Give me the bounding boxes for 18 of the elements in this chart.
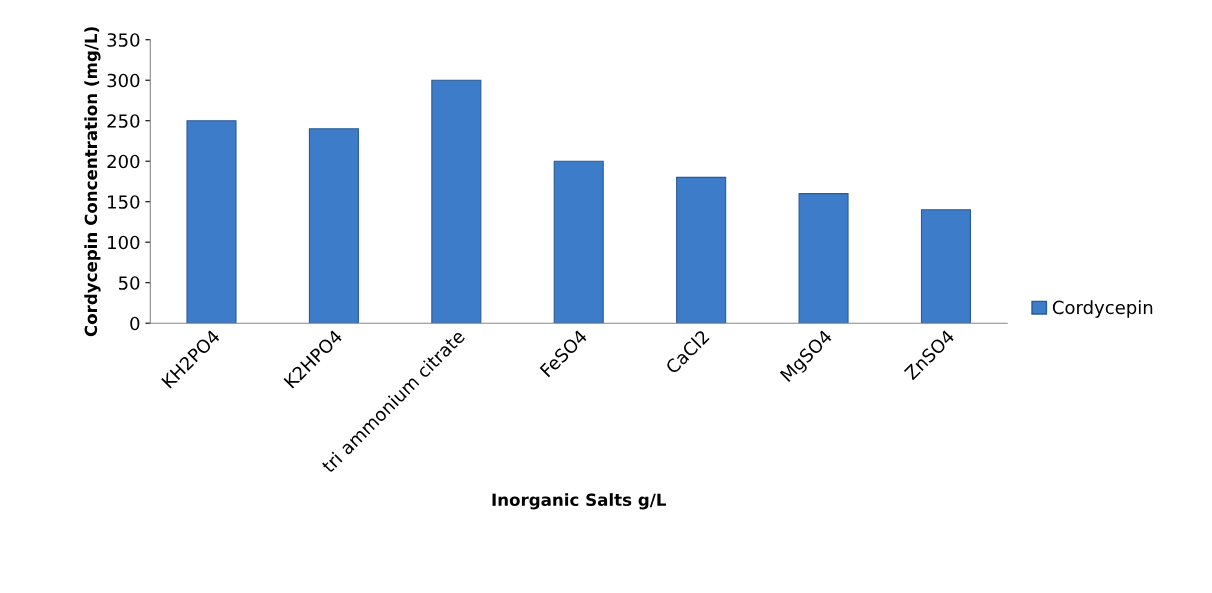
bar [308,128,359,324]
bar [553,160,604,324]
y-tick-label: 50 [118,276,140,290]
y-tick-label: 250 [107,114,140,128]
bar [431,79,482,324]
y-axis-title: Cordycepin Concentration (mg/L) [84,27,101,337]
x-axis-title: Inorganic Salts g/L [492,493,667,510]
y-tick-label: 350 [107,33,140,47]
legend-label: Cordycepin [1052,300,1153,318]
y-tick-label: 300 [107,73,140,88]
y-tick-label: 150 [108,195,140,209]
y-tick-label: 100 [108,235,140,250]
y-tick-label: 0 [130,316,140,331]
bar [676,176,727,324]
bar [186,120,237,324]
bar [920,209,972,324]
bar [798,193,849,324]
y-tick-label: 200 [107,154,140,169]
